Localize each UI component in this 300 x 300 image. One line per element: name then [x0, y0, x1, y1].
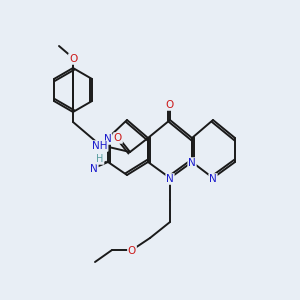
Text: O: O	[114, 133, 122, 143]
Text: O: O	[114, 133, 122, 143]
Text: O: O	[69, 54, 77, 64]
Text: N: N	[166, 174, 174, 184]
Text: N: N	[104, 134, 112, 144]
Text: N: N	[188, 158, 196, 168]
Text: O: O	[128, 246, 136, 256]
Text: N: N	[104, 134, 112, 144]
Text: N: N	[209, 174, 217, 184]
Text: O: O	[69, 54, 77, 64]
Text: H: H	[96, 154, 104, 164]
Text: N: N	[209, 174, 217, 184]
Text: N: N	[188, 158, 196, 168]
Text: H: H	[96, 154, 104, 164]
Text: N: N	[90, 164, 98, 174]
Text: O: O	[166, 100, 174, 110]
Text: N: N	[166, 174, 174, 184]
Text: NH: NH	[92, 141, 108, 151]
Text: N: N	[90, 164, 98, 174]
Text: NH: NH	[92, 141, 108, 151]
Text: O: O	[166, 100, 174, 110]
Text: O: O	[128, 246, 136, 256]
